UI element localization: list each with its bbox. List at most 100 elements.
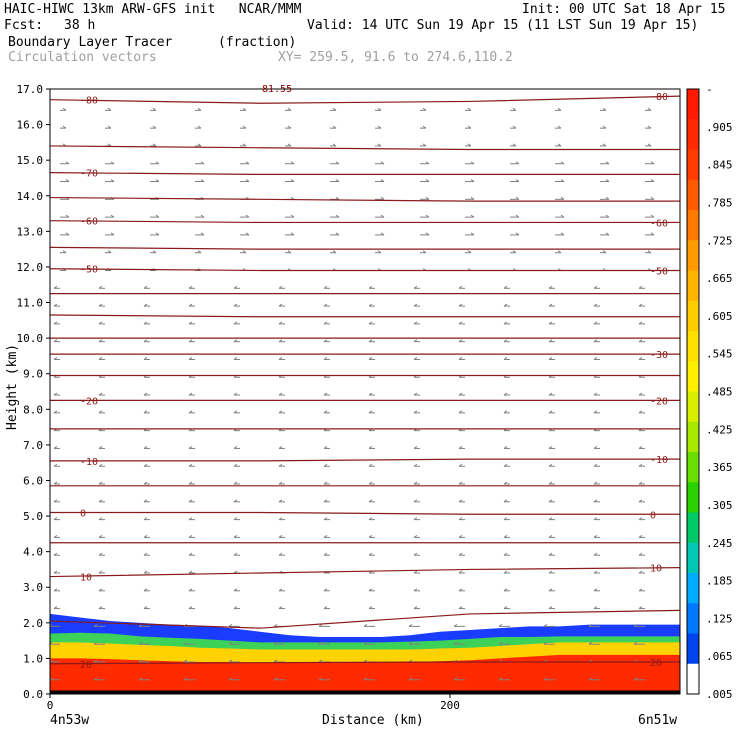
colorbar-label: .485 <box>706 386 733 399</box>
wind-vector-head <box>548 481 553 485</box>
wind-vector-head <box>138 641 143 645</box>
y-tick-label: 9.0 <box>23 368 43 381</box>
wind-vector-head <box>188 481 193 485</box>
wind-vector-head <box>278 321 283 325</box>
wind-vector-head <box>323 392 328 396</box>
wind-vector-head <box>290 179 295 182</box>
y-tick-label: 13.0 <box>17 225 44 238</box>
wind-vector-head <box>278 410 283 414</box>
contour-label: -10 <box>650 455 668 466</box>
wind-vector-head <box>377 143 382 147</box>
wind-vector-head <box>110 179 115 182</box>
y-tick-label: 17.0 <box>17 83 44 96</box>
wind-vector-head <box>498 677 503 681</box>
wind-vector-head <box>278 499 283 503</box>
wind-vector-head <box>647 125 652 129</box>
wind-vector-head <box>458 463 463 467</box>
wind-vector-head <box>200 161 205 165</box>
wind-vector-head <box>458 534 463 538</box>
wind-vector-head <box>233 499 238 503</box>
y-tick-label: 14.0 <box>17 190 44 203</box>
contour-label: -30 <box>650 350 668 361</box>
wind-vector-head <box>650 232 655 236</box>
wind-vector-head <box>233 410 238 414</box>
colorbar-label: .005 <box>706 688 733 701</box>
wind-vector-head <box>593 606 598 610</box>
wind-vector-head <box>53 321 58 325</box>
contour-label: -10 <box>80 457 98 468</box>
wind-vector-head <box>650 196 655 200</box>
wind-vector-head <box>143 321 148 325</box>
contour-label: 20 <box>80 660 92 671</box>
wind-vector-head <box>188 463 193 467</box>
wind-vector-head <box>107 107 112 111</box>
wind-vector-head <box>200 179 205 182</box>
wind-vector-head <box>638 499 643 503</box>
temperature-contour <box>50 246 680 250</box>
wind-vector-head <box>377 107 382 111</box>
wind-vector-head <box>557 107 562 111</box>
wind-vector-head <box>380 179 385 182</box>
temperature-contour <box>50 314 680 318</box>
wind-vector-head <box>98 410 103 414</box>
wind-vector-head <box>53 570 58 574</box>
wind-vector-head <box>143 303 148 307</box>
contour-label: -50 <box>80 265 98 276</box>
wind-vector-head <box>503 321 508 325</box>
wind-vector-head <box>363 641 368 645</box>
contour-label: -50 <box>650 267 668 278</box>
wind-vector-head <box>408 677 413 681</box>
wind-vector-head <box>273 623 278 627</box>
wind-vector-head <box>503 392 508 396</box>
wind-vector-head <box>228 623 233 627</box>
wind-vector-head <box>548 392 553 396</box>
x-left-endpoint: 4n53w <box>50 713 89 728</box>
wind-vector-head <box>53 392 58 396</box>
wind-vector-head <box>512 143 517 147</box>
wind-vector-head <box>413 339 418 343</box>
wind-vector-head <box>200 214 205 218</box>
wind-vector-head <box>638 552 643 556</box>
wind-vector-head <box>413 357 418 360</box>
wind-vector-head <box>233 517 238 521</box>
wind-vector-head <box>53 552 58 556</box>
wind-vector-head <box>278 606 283 610</box>
wind-vector-head <box>335 179 340 182</box>
wind-vector-head <box>53 517 58 521</box>
colorbar-swatch <box>687 542 699 574</box>
wind-vector-head <box>515 161 520 165</box>
wind-vector-head <box>155 179 160 182</box>
wind-vector-head <box>188 552 193 556</box>
wind-vector-head <box>503 463 508 467</box>
wind-vector-head <box>143 392 148 396</box>
wind-vector-head <box>638 517 643 521</box>
tracer-band-red <box>50 654 680 694</box>
wind-vector-head <box>380 161 385 165</box>
wind-vector-head <box>332 250 337 254</box>
wind-vector-head <box>602 250 607 254</box>
wind-vector-head <box>197 250 202 254</box>
wind-vector-head <box>458 303 463 307</box>
colorbar-label: .245 <box>706 537 733 550</box>
wind-vector-head <box>138 659 143 663</box>
wind-vector-head <box>335 196 340 200</box>
wind-vector-head <box>470 214 475 218</box>
temperature-contour <box>50 567 680 578</box>
y-tick-label: 5.0 <box>23 510 43 523</box>
wind-vector-head <box>503 517 508 521</box>
wind-vector-head <box>453 677 458 681</box>
wind-vector-head <box>273 677 278 681</box>
wind-vector-head <box>143 339 148 343</box>
wind-vector-head <box>380 232 385 236</box>
wind-vector-head <box>458 481 463 485</box>
contour-label: -60 <box>650 218 668 229</box>
colorbar-label: .845 <box>706 159 733 172</box>
wind-vector-head <box>368 552 373 556</box>
wind-vector-head <box>560 161 565 165</box>
wind-vector-head <box>588 623 593 627</box>
wind-vector-head <box>368 463 373 467</box>
wind-vector-head <box>548 552 553 556</box>
y-tick-label: 0.0 <box>23 688 43 701</box>
wind-vector-head <box>143 357 148 360</box>
wind-vector-head <box>143 410 148 414</box>
